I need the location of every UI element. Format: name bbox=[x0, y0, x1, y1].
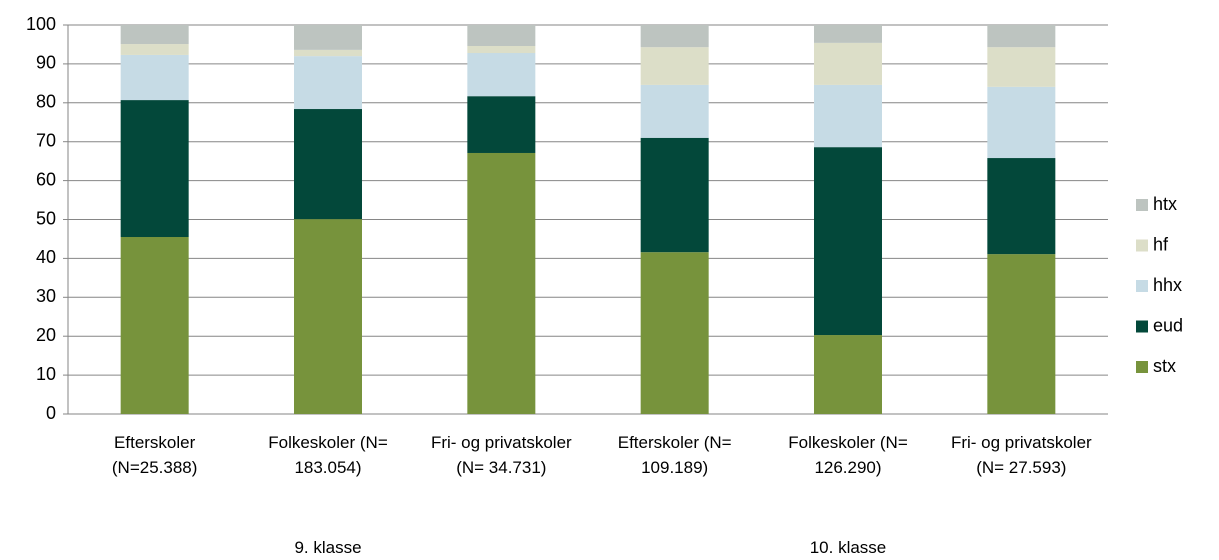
bar-segment bbox=[814, 147, 882, 336]
bar-segment bbox=[814, 84, 882, 148]
bar-segment bbox=[814, 335, 882, 414]
y-tick-label: 80 bbox=[36, 92, 56, 112]
legend-label: hf bbox=[1153, 234, 1169, 254]
bar-segment bbox=[467, 152, 536, 414]
group-label: 10. klasse bbox=[809, 538, 887, 557]
bar-segment bbox=[814, 25, 882, 43]
legend-label: htx bbox=[1153, 194, 1177, 214]
bar-segment bbox=[294, 49, 362, 57]
bar-segment bbox=[467, 46, 536, 54]
y-tick-label: 60 bbox=[36, 169, 56, 189]
x-tick-label: Fri- og privatskoler (N= 27.593) bbox=[950, 433, 1092, 477]
x-tick-label: Fri- og privatskoler (N= 34.731) bbox=[430, 433, 572, 477]
bar-segment bbox=[294, 56, 362, 110]
y-tick-label: 70 bbox=[36, 130, 56, 150]
bar-segment bbox=[987, 254, 1056, 414]
y-tick-label: 30 bbox=[36, 286, 56, 306]
y-tick-label: 50 bbox=[36, 208, 56, 228]
x-tick-label: Folkeskoler (N= 183.054) bbox=[268, 433, 388, 477]
bar-segment bbox=[120, 100, 189, 238]
legend-swatch bbox=[1136, 361, 1148, 373]
bar-segment bbox=[467, 96, 536, 153]
y-tick-label: 20 bbox=[36, 325, 56, 345]
bar-segment bbox=[987, 47, 1056, 87]
group-label: 9. klasse bbox=[294, 538, 362, 557]
bar-segment bbox=[467, 25, 536, 47]
x-tick-label: Efterskoler (N=25.388) bbox=[111, 433, 198, 477]
x-tick-label: Efterskoler (N= 109.189) bbox=[617, 433, 732, 477]
y-tick-label: 90 bbox=[36, 53, 56, 73]
y-tick-label: 40 bbox=[36, 247, 56, 267]
bar-segment bbox=[640, 84, 709, 138]
bar-segment bbox=[120, 54, 189, 101]
legend-label: hhx bbox=[1153, 275, 1182, 295]
legend-swatch bbox=[1136, 320, 1148, 333]
legend-label: eud bbox=[1153, 315, 1183, 335]
bar-segment bbox=[987, 25, 1056, 48]
bar-segment bbox=[120, 44, 189, 55]
bar-segment bbox=[120, 25, 189, 45]
bar-segment bbox=[294, 219, 362, 414]
legend-swatch bbox=[1136, 280, 1148, 292]
bar-segment bbox=[294, 25, 362, 50]
y-tick-label: 0 bbox=[46, 403, 56, 423]
y-tick-label: 10 bbox=[36, 364, 56, 384]
bar-segment bbox=[294, 109, 362, 220]
y-tick-label: 100 bbox=[26, 14, 56, 34]
legend-label: stx bbox=[1153, 356, 1176, 376]
x-tick-label: Folkeskoler (N= 126.290) bbox=[788, 433, 908, 477]
bar-segment bbox=[640, 252, 709, 414]
bar-segment bbox=[640, 25, 709, 48]
bar-segment bbox=[814, 42, 882, 85]
bar-segment bbox=[987, 158, 1056, 255]
legend-swatch bbox=[1136, 199, 1148, 211]
legend-swatch bbox=[1136, 239, 1148, 252]
bar-segment bbox=[640, 47, 709, 85]
bar-segment bbox=[640, 137, 709, 253]
bar-segment bbox=[987, 86, 1056, 159]
bar-segment bbox=[120, 237, 189, 414]
bar-segment bbox=[467, 53, 536, 97]
